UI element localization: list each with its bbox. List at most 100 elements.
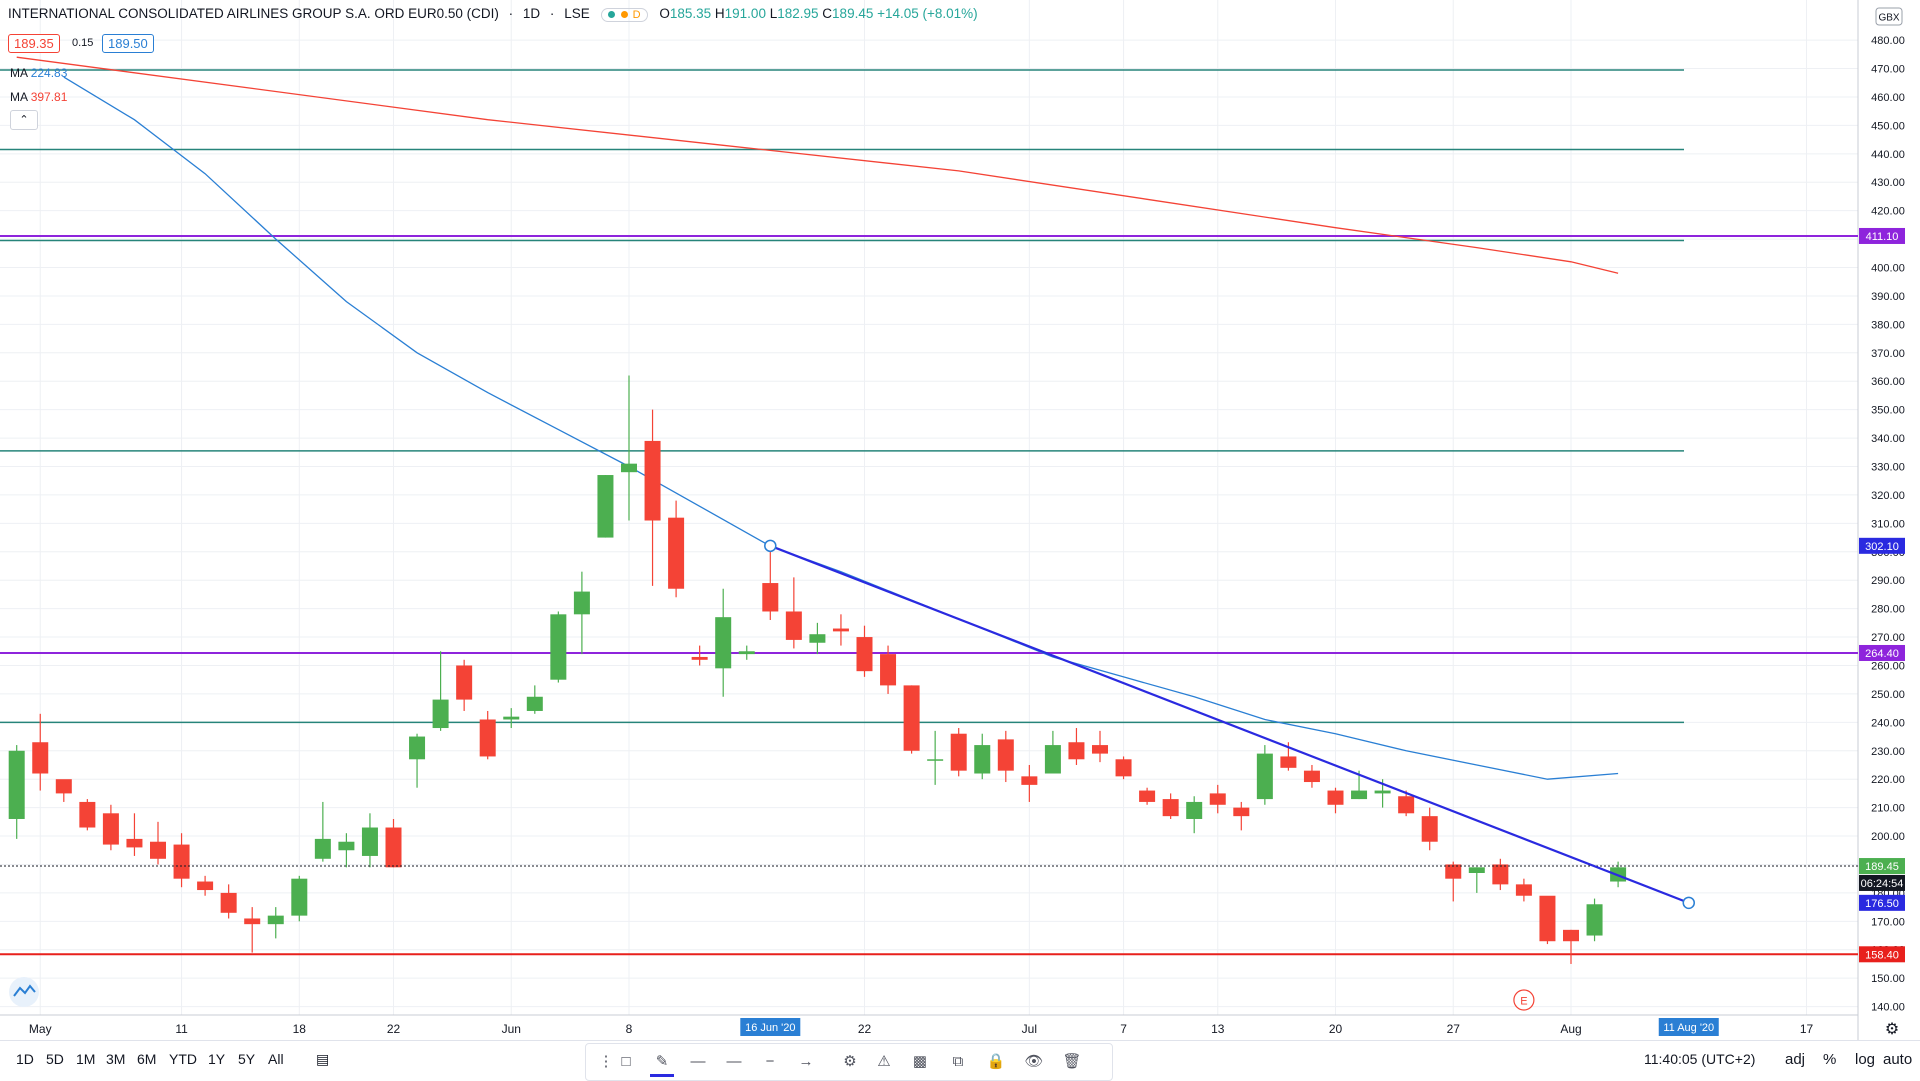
status-dot-icon <box>608 11 616 18</box>
range-3m-button[interactable]: 3M <box>106 1051 126 1067</box>
ma-fast-value: 224.83 <box>30 66 68 80</box>
select-tool-icon[interactable]: □ <box>621 1053 631 1070</box>
visibility-icon[interactable]: 👁 <box>1024 1053 1044 1070</box>
template-icon[interactable]: ▩ <box>912 1053 928 1070</box>
candle-body <box>479 719 496 757</box>
bid-price-box[interactable]: 189.35 <box>8 34 60 53</box>
candle-body <box>1351 790 1368 800</box>
alert-icon[interactable]: ⚠ <box>877 1053 891 1070</box>
collapse-legend-button[interactable]: ⌃ <box>10 110 38 130</box>
x-highlight-label: 11 Aug '20 <box>1663 1022 1714 1034</box>
candle-body <box>126 838 143 848</box>
range-1d-button[interactable]: 1D <box>16 1051 34 1067</box>
lock-icon[interactable]: 🔒 <box>986 1053 1006 1070</box>
auto-button[interactable]: auto <box>1883 1051 1913 1068</box>
candle-body <box>338 841 355 851</box>
chevron-up-icon: ⌃ <box>19 114 29 126</box>
price-axis-tag-label: 06:24:54 <box>1861 878 1904 890</box>
ohlc-values: O185.35 H191.00 L182.95 C189.45 +14.05 (… <box>659 6 978 21</box>
drag-handle-icon[interactable]: ⋮ <box>598 1053 614 1070</box>
candle-body <box>173 844 190 879</box>
high-value: 191.00 <box>724 6 766 21</box>
trash-icon[interactable]: 🗑 <box>1062 1053 1082 1070</box>
line-end-icon[interactable]: → <box>798 1053 814 1070</box>
x-tick-label: 22 <box>387 1022 401 1036</box>
candle-body <box>220 892 237 913</box>
exchange-label: LSE <box>564 6 590 21</box>
logo-icon <box>13 984 36 997</box>
ma-slow-value: 397.81 <box>30 90 68 104</box>
change-value: +14.05 (+8.01%) <box>877 6 978 21</box>
range-all-button[interactable]: All <box>268 1051 284 1067</box>
price-axis-tag <box>1859 858 1905 875</box>
currency-badge <box>1875 7 1903 26</box>
candle-body <box>1209 793 1226 805</box>
range-5y-button[interactable]: 5Y <box>238 1051 256 1067</box>
y-tick-label: 350.00 <box>1871 405 1905 417</box>
candle-body <box>1303 770 1320 783</box>
candle-body <box>503 716 520 720</box>
price-axis-tag-label: 411.10 <box>1866 231 1899 243</box>
candle-body <box>432 699 449 729</box>
x-tick-label: 17 <box>1800 1022 1814 1036</box>
y-tick-label: 380.00 <box>1871 319 1905 331</box>
interval-label[interactable]: 1D <box>522 6 541 21</box>
line-width-icon[interactable]: — <box>726 1053 742 1070</box>
candle-body <box>244 918 261 925</box>
price-chart[interactable]: 140.00150.00160.00170.00180.00190.00200.… <box>0 0 1920 1040</box>
candle-body <box>409 736 426 760</box>
range-1m-button[interactable]: 1M <box>76 1051 96 1067</box>
y-tick-label: 250.00 <box>1871 689 1905 701</box>
price-axis-tag-label: 302.10 <box>1865 541 1899 553</box>
candle-body <box>526 696 543 711</box>
candle-body <box>1233 807 1250 817</box>
candle-body <box>927 759 944 761</box>
adj-button[interactable]: adj <box>1785 1051 1806 1068</box>
y-tick-label: 340.00 <box>1871 433 1905 445</box>
settings-icon[interactable]: ⚙ <box>843 1053 857 1070</box>
range-ytd-button[interactable]: YTD <box>169 1051 197 1067</box>
date-range-icon[interactable]: ▤ <box>316 1051 330 1067</box>
y-tick-label: 200.00 <box>1871 831 1905 843</box>
candle-body <box>903 685 920 751</box>
candle-body <box>832 628 849 632</box>
price-axis-tag <box>1859 644 1905 661</box>
candle-body <box>1468 867 1485 873</box>
price-axis-tag <box>1859 946 1905 963</box>
range-5d-button[interactable]: 5D <box>46 1051 64 1067</box>
y-tick-label: 230.00 <box>1871 746 1905 758</box>
x-tick-label: 27 <box>1447 1022 1461 1036</box>
ask-price-box[interactable]: 189.50 <box>102 34 154 53</box>
trendline-handle <box>1682 896 1695 910</box>
line-color-icon[interactable]: — <box>690 1053 706 1070</box>
price-axis-tag <box>1859 227 1905 244</box>
y-tick-label: 280.00 <box>1871 604 1905 616</box>
candle-body <box>1515 884 1532 896</box>
line-style-icon[interactable]: − <box>765 1053 775 1070</box>
candle-body <box>573 591 590 615</box>
candle-body <box>102 813 119 845</box>
x-tick-label: 7 <box>1120 1022 1127 1036</box>
candle-body <box>314 838 331 859</box>
price-axis-tag <box>1859 894 1905 911</box>
clone-icon[interactable]: ⧉ <box>952 1053 964 1070</box>
percent-button[interactable]: % <box>1823 1051 1837 1068</box>
candle-body <box>1139 790 1156 802</box>
ma-slow-line <box>16 56 1619 274</box>
x-highlight-bg <box>1658 1018 1719 1036</box>
indicator-ma-slow[interactable]: MA 397.81 <box>10 90 68 104</box>
indicator-ma-fast[interactable]: MA 224.83 <box>10 66 68 80</box>
candle-body <box>1280 756 1297 768</box>
log-button[interactable]: log <box>1855 1051 1876 1068</box>
price-axis-tag-label: 158.40 <box>1865 949 1899 961</box>
range-1y-button[interactable]: 1Y <box>208 1051 226 1067</box>
brush-tool-icon[interactable]: ✎ <box>650 1050 674 1077</box>
candle-body <box>950 733 967 771</box>
x-tick-label: 22 <box>858 1022 872 1036</box>
price-axis-tag-label: 189.45 <box>1865 861 1899 873</box>
y-tick-label: 440.00 <box>1871 149 1905 161</box>
candle-body <box>1044 745 1061 774</box>
range-6m-button[interactable]: 6M <box>137 1051 157 1067</box>
candle-body <box>291 878 308 916</box>
candle-body <box>644 440 661 521</box>
